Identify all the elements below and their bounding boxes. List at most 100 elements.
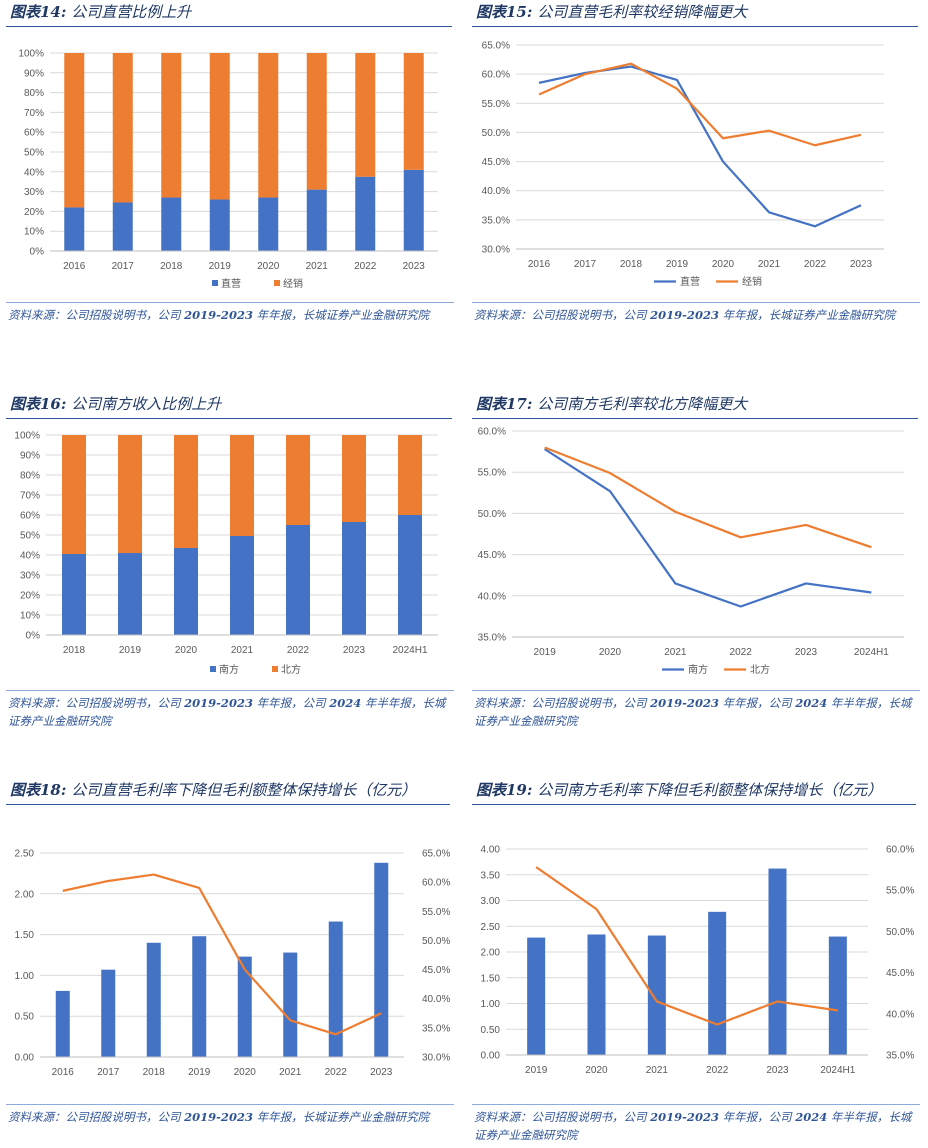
- x-tick-label: 2024H1: [392, 645, 427, 656]
- y-tick-label: 1.50: [481, 973, 501, 984]
- bar-南方: [286, 525, 310, 635]
- legend-label: 经销: [283, 277, 303, 290]
- figure-title: 图表18: 公司直营毛利率下降但毛利额整体保持增长（亿元）: [6, 778, 450, 805]
- bar-直营: [306, 189, 327, 251]
- x-tick-label: 2019: [666, 259, 689, 270]
- y-tick-label: 3.50: [481, 870, 501, 881]
- bar-北方: [230, 435, 254, 536]
- y-tick-label: 65.0%: [482, 41, 510, 52]
- x-tick-label: 2019: [534, 647, 557, 658]
- chart-16: 0% 10% 20% 30% 40% 50% 60% 70% 80% 90% 100% 2018 201…: [14, 431, 438, 676]
- y-tick-label: 50.0%: [478, 509, 506, 520]
- figure-title-text: 公司南方毛利率较北方降幅更大: [537, 395, 748, 413]
- bar-经销: [161, 53, 182, 198]
- y2-tick-label: 55.0%: [886, 886, 914, 897]
- y2-tick-label: 30.0%: [422, 1053, 450, 1064]
- x-tick-label: 2022: [287, 645, 310, 656]
- x-tick-label: 2019: [188, 1067, 211, 1075]
- bar-毛利额: [101, 969, 116, 1057]
- y-tick-label: 100%: [18, 49, 44, 60]
- bar-毛利额: [587, 934, 606, 1055]
- legend-label: 北方: [281, 663, 301, 676]
- y2-tick-label: 40.0%: [886, 1009, 914, 1020]
- y-tick-label: 45.0%: [478, 550, 506, 561]
- figure-number: 图表19:: [476, 781, 533, 799]
- figure-title-text: 公司直营毛利率较经销降幅更大: [537, 3, 748, 21]
- bar-南方: [118, 553, 142, 635]
- x-tick-label: 2023: [795, 647, 818, 658]
- bar-毛利额: [647, 935, 666, 1055]
- y-tick-label: 50%: [24, 148, 44, 159]
- x-tick-label: 2019: [209, 261, 232, 272]
- y-tick-label: 20%: [20, 591, 40, 602]
- x-tick-label: 2019: [525, 1065, 548, 1075]
- chart-17: 35.0% 40.0% 45.0% 50.0% 55.0% 60.0% 2019 2020 20…: [478, 427, 904, 676]
- bar-经销: [258, 53, 279, 198]
- bar-北方: [342, 435, 366, 522]
- figure-number: 图表15:: [476, 3, 533, 21]
- bar-南方: [230, 536, 254, 635]
- y-tick-label: 0%: [30, 247, 45, 258]
- bar-南方: [342, 522, 366, 635]
- x-tick-label: 2023: [766, 1065, 789, 1075]
- y-tick-label: 4.00: [481, 845, 501, 856]
- y-tick-label: 0%: [26, 631, 41, 642]
- bar-经销: [403, 53, 424, 170]
- y-tick-label: 60.0%: [482, 70, 510, 81]
- x-tick-label: 2023: [343, 645, 366, 656]
- source-note: 资料来源：公司招股说明书，公司 2019-2023 年年报，长城证券产业金融研究…: [6, 1104, 454, 1126]
- y-tick-label: 60%: [20, 511, 40, 522]
- x-tick-label: 2016: [63, 261, 86, 272]
- x-tick-label: 2023: [850, 259, 873, 270]
- y-tick-label: 30.0%: [482, 245, 510, 256]
- x-tick-label: 2018: [620, 259, 643, 270]
- x-tick-label: 2024H1: [820, 1065, 855, 1075]
- y-tick-label: 0.00: [481, 1051, 501, 1062]
- bar-毛利额: [283, 952, 298, 1057]
- y2-tick-label: 40.0%: [422, 994, 450, 1005]
- figure-title-text: 公司直营毛利率下降但毛利额整体保持增长（亿元）: [71, 781, 417, 799]
- x-tick-label: 2021: [279, 1067, 302, 1075]
- y-tick-label: 1.00: [481, 999, 501, 1010]
- y2-tick-label: 50.0%: [422, 936, 450, 947]
- series-line-经销: [538, 62, 862, 147]
- bar-直营: [161, 197, 182, 251]
- legend-swatch-经销: [274, 280, 280, 286]
- x-tick-label: 2020: [712, 259, 735, 270]
- bar-南方: [62, 554, 86, 635]
- x-tick-label: 2021: [664, 647, 687, 658]
- figure-title: 图表17: 公司南方毛利率较北方降幅更大: [472, 392, 918, 419]
- legend-label: 南方: [688, 663, 708, 676]
- bar-直营: [258, 197, 279, 251]
- legend-swatch-南方: [210, 666, 216, 672]
- y-tick-label: 55.0%: [478, 468, 506, 479]
- figure-number: 图表17:: [476, 395, 533, 413]
- y-tick-label: 0.00: [15, 1053, 35, 1064]
- x-tick-label: 2022: [804, 259, 827, 270]
- source-note: 资料来源：公司招股说明书，公司 2019-2023 年年报，公司 2024 年半…: [472, 690, 920, 730]
- series-line-南方: [544, 448, 872, 608]
- bar-直营: [403, 169, 424, 251]
- y-tick-label: 90%: [24, 68, 44, 79]
- figure-title-text: 公司直营比例上升: [71, 3, 192, 21]
- bar-北方: [62, 435, 86, 554]
- y2-tick-label: 55.0%: [422, 907, 450, 918]
- x-tick-label: 2017: [574, 259, 597, 270]
- x-tick-label: 2022: [706, 1065, 729, 1075]
- source-note: 资料来源：公司招股说明书，公司 2019-2023 年年报，长城证券产业金融研究…: [472, 302, 920, 324]
- x-tick-label: 2020: [257, 261, 280, 272]
- x-tick-label: 2020: [599, 647, 622, 658]
- figure-title-text: 公司南方毛利率下降但毛利额整体保持增长（亿元）: [537, 781, 883, 799]
- figure-15: 图表15: 公司直营毛利率较经销降幅更大 30.0% 35.0% 40.0% 45.0…: [472, 0, 920, 322]
- series-line-毛利率: [62, 873, 382, 1036]
- bar-北方: [174, 435, 198, 548]
- y-tick-label: 20%: [24, 207, 44, 218]
- y-tick-label: 90%: [20, 451, 40, 462]
- bar-毛利额: [374, 862, 389, 1057]
- y-tick-label: 0.50: [15, 1012, 35, 1023]
- y-tick-label: 2.50: [481, 922, 501, 933]
- figure-title: 图表19: 公司南方毛利率下降但毛利额整体保持增长（亿元）: [472, 778, 916, 805]
- y2-tick-label: 60.0%: [422, 878, 450, 889]
- figure-14: 图表14: 公司直营比例上升 0% 10% 20% 30% 40% 50% 60% 70% 80…: [6, 0, 454, 322]
- source-note: 资料来源：公司招股说明书，公司 2019-2023 年年报，长城证券产业金融研究…: [6, 302, 454, 324]
